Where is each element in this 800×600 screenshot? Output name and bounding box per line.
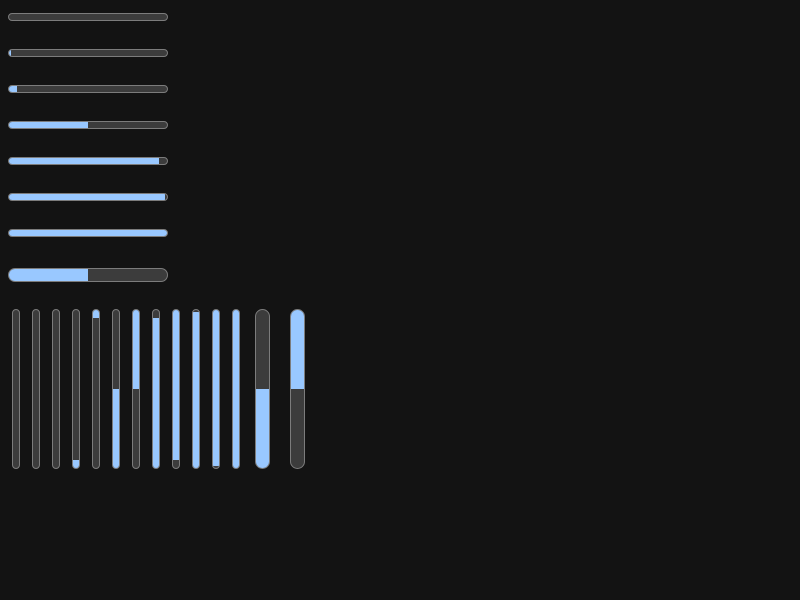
horizontal-progress-bar — [8, 121, 168, 129]
vertical-progress-bar — [255, 309, 270, 469]
progress-fill — [9, 86, 17, 92]
progress-fill — [9, 50, 11, 56]
vertical-progress-bar — [290, 309, 305, 469]
vertical-progress-bar — [32, 309, 40, 469]
progress-fill — [133, 310, 139, 389]
vertical-progress-bar — [72, 309, 80, 469]
horizontal-progress-bar — [8, 268, 168, 282]
horizontal-progress-bar — [8, 13, 168, 21]
progress-fill — [93, 310, 99, 318]
horizontal-progress-bar — [8, 229, 168, 237]
progress-fill — [73, 460, 79, 468]
horizontal-progress-bar — [8, 193, 168, 201]
progress-fill — [9, 230, 167, 236]
horizontal-progress-bar — [8, 49, 168, 57]
progress-fill — [193, 311, 199, 468]
vertical-progress-bar — [132, 309, 140, 469]
progress-fill — [213, 310, 219, 467]
progress-fill — [233, 310, 239, 468]
progress-fill — [9, 269, 88, 281]
horizontal-progress-bar — [8, 157, 168, 165]
progress-fill — [113, 389, 119, 468]
progress-fill — [256, 389, 269, 468]
progress-fill — [153, 317, 159, 468]
vertical-progress-bar — [52, 309, 60, 469]
progress-fill — [291, 310, 304, 389]
vertical-progress-bar — [172, 309, 180, 469]
vertical-progress-bar — [152, 309, 160, 469]
vertical-progress-bar — [12, 309, 20, 469]
progress-fill — [173, 310, 179, 461]
vertical-progress-bar — [212, 309, 220, 469]
vertical-progress-bar — [192, 309, 200, 469]
vertical-progress-bar — [92, 309, 100, 469]
progress-fill — [9, 158, 160, 164]
vertical-progress-bar — [232, 309, 240, 469]
horizontal-progress-bar — [8, 85, 168, 93]
progress-fill — [9, 122, 88, 128]
vertical-progress-bar — [112, 309, 120, 469]
progress-fill — [9, 194, 166, 200]
